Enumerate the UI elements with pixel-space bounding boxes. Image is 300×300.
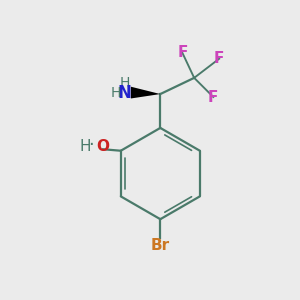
Text: Br: Br [151, 238, 170, 253]
Text: H: H [80, 139, 91, 154]
Text: F: F [208, 89, 218, 104]
Text: H: H [119, 76, 130, 90]
Text: N: N [117, 84, 131, 102]
Polygon shape [131, 87, 160, 98]
Text: F: F [214, 51, 224, 66]
Text: F: F [177, 45, 188, 60]
Text: O: O [97, 139, 110, 154]
Text: H: H [111, 85, 121, 100]
Text: ·: · [88, 136, 94, 154]
